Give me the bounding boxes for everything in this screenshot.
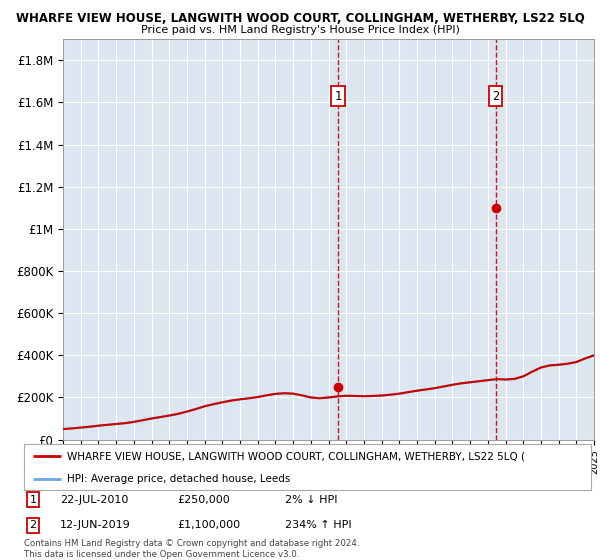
Text: 22-JUL-2010: 22-JUL-2010 [60, 494, 128, 505]
Text: WHARFE VIEW HOUSE, LANGWITH WOOD COURT, COLLINGHAM, WETHERBY, LS22 5LQ: WHARFE VIEW HOUSE, LANGWITH WOOD COURT, … [16, 12, 584, 25]
Text: 2: 2 [29, 520, 37, 530]
Text: 12-JUN-2019: 12-JUN-2019 [60, 520, 131, 530]
Text: Contains HM Land Registry data © Crown copyright and database right 2024.
This d: Contains HM Land Registry data © Crown c… [24, 539, 359, 559]
Text: 1: 1 [29, 494, 37, 505]
Text: HPI: Average price, detached house, Leeds: HPI: Average price, detached house, Leed… [67, 474, 290, 483]
Text: £250,000: £250,000 [177, 494, 230, 505]
Text: £1,100,000: £1,100,000 [177, 520, 240, 530]
Text: Price paid vs. HM Land Registry's House Price Index (HPI): Price paid vs. HM Land Registry's House … [140, 25, 460, 35]
Text: 2: 2 [492, 90, 499, 102]
Text: 234% ↑ HPI: 234% ↑ HPI [285, 520, 352, 530]
Text: WHARFE VIEW HOUSE, LANGWITH WOOD COURT, COLLINGHAM, WETHERBY, LS22 5LQ (: WHARFE VIEW HOUSE, LANGWITH WOOD COURT, … [67, 451, 524, 461]
Text: 1: 1 [335, 90, 342, 102]
Text: 2% ↓ HPI: 2% ↓ HPI [285, 494, 337, 505]
